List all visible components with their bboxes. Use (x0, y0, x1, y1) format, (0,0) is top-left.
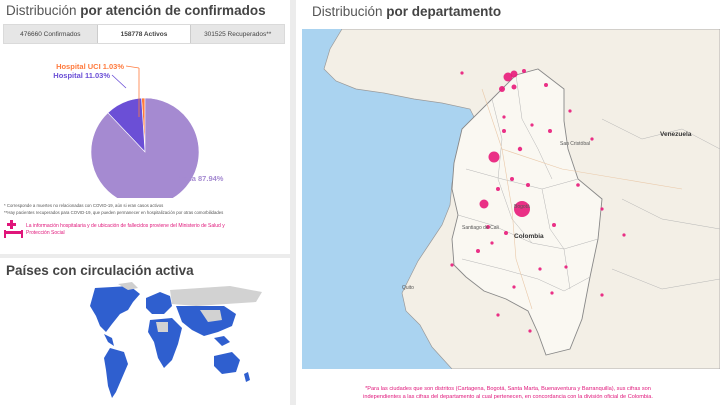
bubble-norte-santander[interactable] (548, 129, 552, 133)
bubble-arauca[interactable] (590, 137, 594, 141)
bubble-casanare[interactable] (576, 183, 580, 187)
indonesia-shape (214, 336, 230, 346)
map-footnote: *Para las ciudades que son distritos (Ca… (363, 386, 653, 400)
north-america-shape (90, 286, 140, 332)
china-shape (200, 310, 222, 322)
australia-shape (214, 352, 240, 374)
bubble-leticia[interactable] (528, 329, 532, 333)
uci-leader-line-h (125, 65, 140, 69)
bubble-santander[interactable] (517, 146, 523, 152)
label-san-cristobal: San Cristóbal (560, 141, 591, 147)
bubble-amazonas[interactable] (600, 293, 604, 297)
russia-shape (170, 286, 262, 306)
tab-confirmados[interactable]: 476660 Confirmados (20, 30, 81, 38)
central-america-shape (104, 334, 114, 346)
new-zealand-shape (244, 372, 250, 382)
bubble-caqueta[interactable] (538, 267, 542, 271)
bubble-risaralda[interactable] (496, 187, 500, 191)
bubble-valle[interactable] (479, 199, 489, 209)
bubble-boyaca[interactable] (526, 183, 530, 187)
bubble-south[interactable] (496, 313, 500, 317)
colombia-map[interactable]: Venezuela Colombia Bogotá San Cristóbal … (302, 29, 720, 369)
hospital-info-note-cont: Protección Social (26, 230, 65, 236)
department-distribution-panel: Distribución por departamento (296, 0, 720, 405)
bubble-guaviare[interactable] (564, 265, 568, 269)
asia-shape (176, 306, 236, 336)
department-panel-title: Distribución por departamento (312, 4, 502, 19)
map-canvas[interactable] (302, 29, 720, 369)
bubble-huila[interactable] (504, 231, 508, 235)
department-borders (457, 74, 720, 292)
bubble-meta[interactable] (552, 223, 556, 227)
pie-label-hospital: Hospital 11.03% (53, 71, 110, 80)
bubble-barranquilla[interactable] (510, 70, 518, 78)
bubble-cordoba[interactable] (502, 129, 506, 133)
hospital-bed-icon (4, 220, 23, 238)
bubble-putumayo[interactable] (512, 285, 516, 289)
bubble-cauca[interactable] (486, 225, 490, 229)
europe-shape (146, 292, 172, 314)
active-countries-title: Países con circulación activa (6, 263, 194, 278)
roads (481, 88, 683, 310)
label-colombia: Colombia (514, 233, 544, 240)
label-quito: Quito (402, 285, 414, 291)
bubble-ecuador-border[interactable] (450, 263, 454, 267)
africa-shape (148, 318, 182, 368)
bubble-caldas[interactable] (510, 177, 514, 181)
greenland-shape (118, 282, 138, 290)
bubble-atlantico[interactable] (503, 72, 513, 82)
bubble-narino[interactable] (476, 249, 480, 253)
tab-activos[interactable]: 158778 Activos (96, 25, 192, 43)
bubble-vaupes[interactable] (550, 291, 554, 295)
bubble-bogota[interactable] (514, 201, 530, 217)
world-map[interactable] (0, 280, 290, 405)
pie-label-uci: Hospital UCI 1.03% (56, 62, 124, 71)
pie-slice-casa[interactable] (90, 97, 200, 198)
sahara-shape (156, 322, 168, 332)
case-tabs: 476660 Confirmados 158778 Activos 301525… (3, 24, 285, 44)
bubble-bolivar[interactable] (530, 123, 534, 127)
label-santiago-de-cali: Santiago de Cali (462, 225, 499, 231)
bubble-cesar[interactable] (568, 109, 572, 113)
attention-distribution-panel: Distribución por atención de confirmados… (0, 0, 290, 254)
bubble-sucre[interactable] (502, 115, 506, 119)
hospital-info-note: La información hospitalaria y de ubicaci… (26, 223, 225, 229)
attention-pie-chart: Hospital UCI 1.03% Hospital 11.03% Casa … (53, 62, 224, 198)
bubble-cartagena[interactable] (499, 86, 505, 92)
south-america-shape (104, 348, 128, 398)
bubble-san-andres[interactable] (460, 71, 464, 75)
pie-label-casa: Casa 87.94% (178, 174, 224, 183)
label-bogota: Bogotá (514, 204, 530, 210)
casa-leader-line (179, 175, 186, 179)
bubble-antioquia[interactable] (488, 151, 500, 163)
department-bubbles (450, 69, 626, 333)
bubble-santa-marta[interactable] (522, 69, 526, 73)
bubble-tolima[interactable] (490, 241, 494, 245)
note-deaths: * Corresponde a muertes no relacionadas … (4, 203, 164, 208)
attention-panel-title: Distribución por atención de confirmados (6, 3, 266, 18)
hospital-leader-line (111, 74, 127, 89)
bubble-magdalena[interactable] (511, 84, 517, 90)
note-recovered: **Hay pacientes recuperados para COVID-1… (4, 210, 224, 215)
active-countries-panel: Países con circulación activa (0, 258, 290, 405)
bubble-vichada[interactable] (600, 207, 604, 211)
label-venezuela: Venezuela (660, 131, 692, 138)
bubble-guainia[interactable] (622, 233, 626, 237)
tab-recuperados[interactable]: 301525 Recuperados** (204, 30, 272, 38)
bubble-la-guajira[interactable] (544, 83, 548, 87)
